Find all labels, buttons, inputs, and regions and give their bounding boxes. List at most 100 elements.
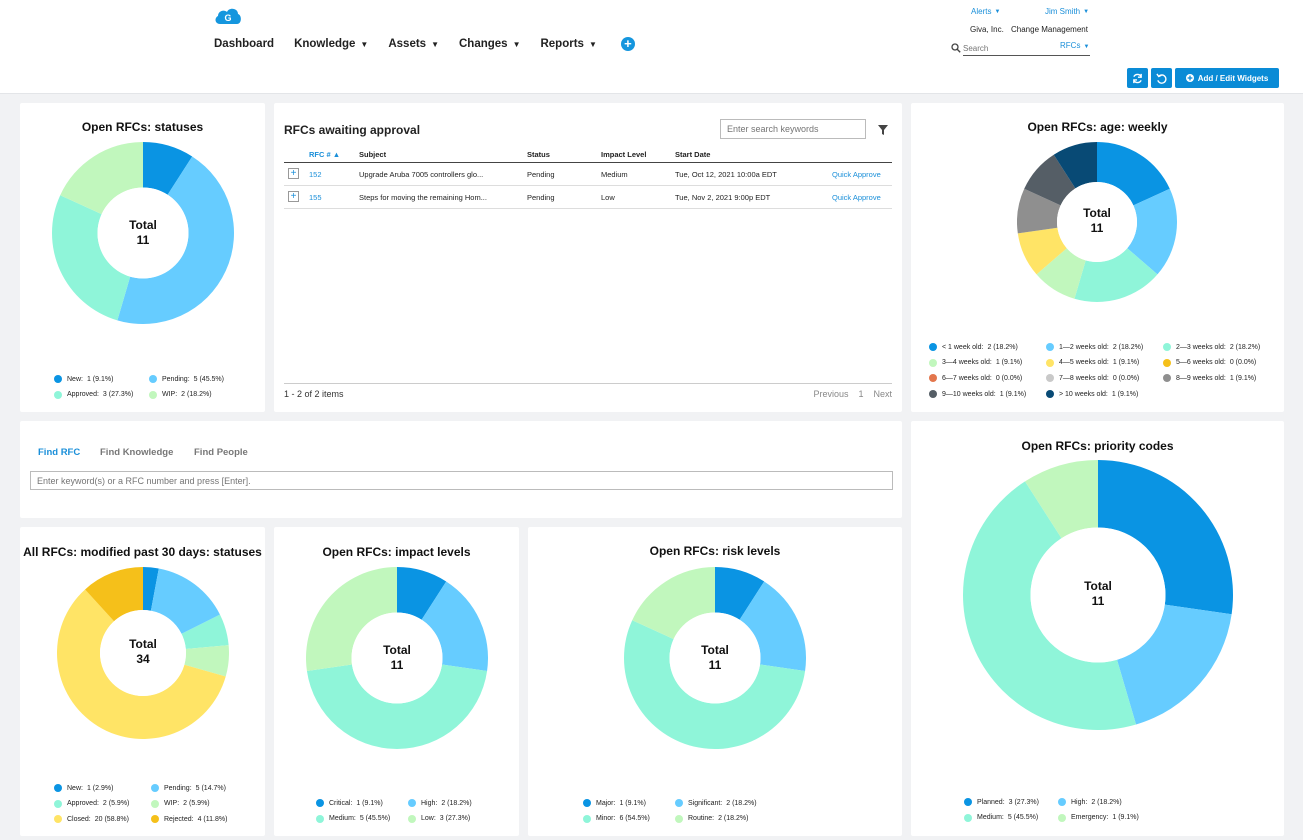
donut-slice-closed[interactable] bbox=[57, 589, 226, 739]
donut-slice-9-10-weeks-old[interactable] bbox=[1024, 154, 1076, 206]
donut-slice-wip[interactable] bbox=[60, 142, 143, 215]
donut-slice-new[interactable] bbox=[143, 567, 159, 611]
expand-row-icon[interactable]: + bbox=[288, 168, 299, 179]
legend-item[interactable]: Planned: 3 (27.3%) bbox=[964, 798, 1039, 806]
donut-slice-1-2-weeks-old[interactable] bbox=[1127, 188, 1177, 275]
legend-item[interactable]: Closed: 20 (58.8%) bbox=[54, 815, 129, 824]
donut-slice-new[interactable] bbox=[143, 142, 193, 195]
legend-item[interactable]: 5—6 weeks old: 0 (0.0%) bbox=[1163, 358, 1256, 367]
donut-slice--10-weeks-old[interactable] bbox=[1053, 142, 1097, 189]
tab-find-rfc[interactable]: Find RFC bbox=[38, 447, 81, 458]
legend-item[interactable]: 1—2 weeks old: 2 (18.2%) bbox=[1046, 343, 1143, 351]
donut-slice-pending[interactable] bbox=[150, 568, 220, 634]
column-header-status[interactable]: Status bbox=[527, 150, 550, 159]
rfc-number-link[interactable]: 155 bbox=[309, 193, 322, 202]
legend-item[interactable]: Emergency: 1 (9.1%) bbox=[1058, 813, 1139, 822]
legend-item[interactable]: 6—7 weeks old: 0 (0.0%) bbox=[929, 374, 1022, 383]
reset-button[interactable] bbox=[1151, 68, 1172, 88]
donut-slice-8-9-weeks-old[interactable] bbox=[1017, 188, 1061, 234]
donut-slice-low[interactable] bbox=[306, 567, 397, 671]
add-plus-icon[interactable]: + bbox=[620, 37, 635, 51]
column-header-subject[interactable]: Subject bbox=[359, 150, 387, 159]
search-input[interactable] bbox=[963, 41, 1090, 56]
legend-item[interactable]: < 1 week old: 2 (18.2%) bbox=[929, 343, 1018, 351]
legend-item[interactable]: High: 2 (18.2%) bbox=[408, 799, 472, 807]
add-edit-widgets-button[interactable]: Add / Edit Widgets bbox=[1175, 68, 1279, 88]
pager-next[interactable]: Next bbox=[873, 389, 892, 399]
legend-item[interactable]: Medium: 5 (45.5%) bbox=[964, 813, 1038, 822]
donut-slice-3-4-weeks-old[interactable] bbox=[1036, 248, 1086, 299]
search-scope-select[interactable]: RFCs ▼ bbox=[1060, 41, 1090, 50]
nav-reports[interactable]: Reports ▼ bbox=[540, 38, 597, 50]
legend-item[interactable]: 9—10 weeks old: 1 (9.1%) bbox=[929, 390, 1026, 399]
quick-approve-link[interactable]: Quick Approve bbox=[832, 170, 881, 179]
refresh-button[interactable] bbox=[1127, 68, 1148, 88]
legend-item[interactable]: 7—8 weeks old: 0 (0.0%) bbox=[1046, 374, 1139, 383]
nav-knowledge[interactable]: Knowledge ▼ bbox=[294, 38, 369, 50]
legend-item[interactable]: Significant: 2 (18.2%) bbox=[675, 799, 757, 807]
donut-slice-major[interactable] bbox=[715, 567, 765, 620]
legend-item[interactable]: Critical: 1 (9.1%) bbox=[316, 799, 383, 807]
rfc-number-link[interactable]: 152 bbox=[309, 170, 322, 179]
legend-item[interactable]: High: 2 (18.2%) bbox=[1058, 798, 1122, 806]
tab-find-people[interactable]: Find People bbox=[194, 447, 248, 458]
legend-item[interactable]: Major: 1 (9.1%) bbox=[583, 799, 646, 807]
filter-icon[interactable] bbox=[878, 125, 888, 135]
tab-find-knowledge[interactable]: Find Knowledge bbox=[100, 447, 174, 458]
donut-slice-minor[interactable] bbox=[624, 620, 806, 749]
legend-item[interactable]: 4—5 weeks old: 1 (9.1%) bbox=[1046, 358, 1139, 367]
legend-label: Routine: bbox=[688, 815, 715, 823]
quick-approve-link[interactable]: Quick Approve bbox=[832, 193, 881, 202]
legend-item[interactable]: Pending: 5 (14.7%) bbox=[151, 784, 226, 792]
column-header-impact[interactable]: Impact Level bbox=[601, 150, 647, 159]
legend-item[interactable]: Routine: 2 (18.2%) bbox=[675, 814, 748, 823]
pager-previous[interactable]: Previous bbox=[813, 389, 849, 399]
nav-changes[interactable]: Changes ▼ bbox=[458, 38, 521, 50]
donut-slice-high[interactable] bbox=[421, 581, 488, 671]
user-menu[interactable]: Jim Smith ▼ bbox=[1045, 7, 1090, 16]
legend-item[interactable]: Medium: 5 (45.5%) bbox=[316, 814, 390, 823]
legend-item[interactable]: 2—3 weeks old: 2 (18.2%) bbox=[1163, 343, 1260, 351]
find-rfc-input[interactable] bbox=[30, 471, 893, 490]
donut-slice--1-week-old[interactable] bbox=[1097, 142, 1170, 206]
donut-slice-critical[interactable] bbox=[397, 567, 447, 620]
legend-item[interactable]: WIP: 2 (18.2%) bbox=[149, 390, 212, 399]
donut-slice-approved[interactable] bbox=[181, 614, 229, 650]
legend-value: 20 (58.8%) bbox=[94, 815, 129, 823]
donut-slice-medium[interactable] bbox=[306, 664, 488, 749]
nav-dashboard[interactable]: Dashboard bbox=[214, 38, 275, 50]
donut-slice-planned[interactable] bbox=[1098, 460, 1233, 615]
legend-item[interactable]: 3—4 weeks old: 1 (9.1%) bbox=[929, 358, 1022, 367]
column-header-rfc[interactable]: RFC # ▲ bbox=[309, 150, 341, 159]
legend-item[interactable]: Pending: 5 (45.5%) bbox=[149, 375, 224, 383]
legend-item[interactable]: Rejected: 4 (11.8%) bbox=[151, 815, 227, 824]
donut-slice-2-3-weeks-old[interactable] bbox=[1074, 248, 1158, 302]
legend-item[interactable]: Approved: 2 (5.9%) bbox=[54, 799, 129, 808]
alerts-menu[interactable]: Alerts ▼ bbox=[971, 7, 1001, 16]
legend-item[interactable]: > 10 weeks old: 1 (9.1%) bbox=[1046, 390, 1138, 399]
donut-slice-4-5-weeks-old[interactable] bbox=[1017, 227, 1067, 275]
approval-search-input[interactable] bbox=[720, 119, 866, 139]
donut-slice-rejected[interactable] bbox=[85, 567, 143, 622]
donut-slice-approved[interactable] bbox=[52, 195, 131, 321]
donut-slice-routine[interactable] bbox=[632, 567, 715, 640]
legend-item[interactable]: 8—9 weeks old: 1 (9.1%) bbox=[1163, 374, 1256, 383]
donut-slice-medium[interactable] bbox=[963, 481, 1137, 730]
column-header-start-date[interactable]: Start Date bbox=[675, 150, 711, 159]
giva-logo-icon[interactable]: G bbox=[213, 6, 243, 26]
legend-item[interactable]: Approved: 3 (27.3%) bbox=[54, 390, 133, 399]
nav-assets[interactable]: Assets ▼ bbox=[388, 38, 439, 50]
donut-slice-high[interactable] bbox=[1117, 604, 1232, 725]
pager-page[interactable]: 1 bbox=[858, 389, 864, 399]
legend-item[interactable]: Minor: 6 (54.5%) bbox=[583, 814, 650, 823]
donut-slice-emergency[interactable] bbox=[1025, 460, 1098, 539]
legend-value: 5 (45.5%) bbox=[193, 375, 224, 383]
donut-slice-wip[interactable] bbox=[184, 645, 229, 677]
legend-item[interactable]: New: 1 (2.9%) bbox=[54, 784, 113, 792]
legend-item[interactable]: WIP: 2 (5.9%) bbox=[151, 799, 210, 808]
legend-item[interactable]: Low: 3 (27.3%) bbox=[408, 814, 470, 823]
expand-row-icon[interactable]: + bbox=[288, 191, 299, 202]
donut-slice-significant[interactable] bbox=[739, 581, 806, 671]
legend-item[interactable]: New: 1 (9.1%) bbox=[54, 375, 113, 383]
donut-slice-pending[interactable] bbox=[117, 156, 234, 324]
